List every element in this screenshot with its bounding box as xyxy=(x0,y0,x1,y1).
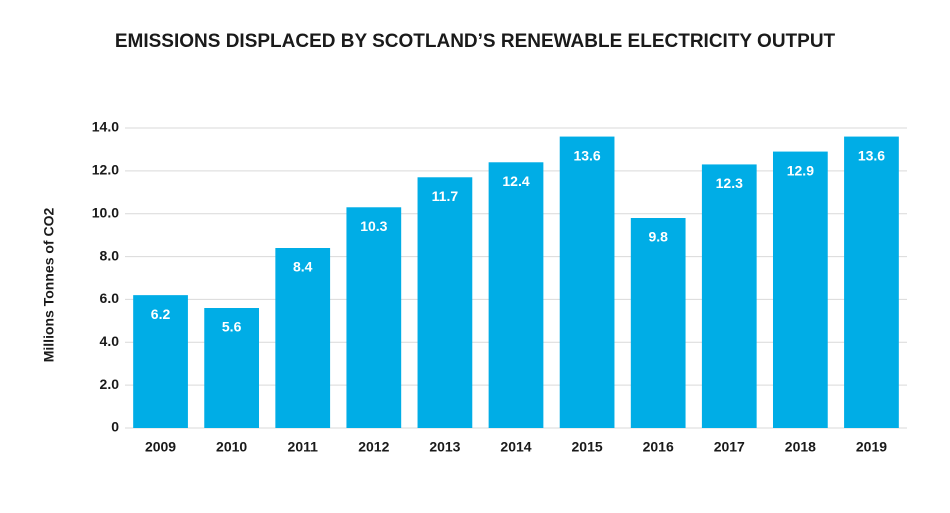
bar xyxy=(417,177,473,428)
value-label: 6.2 xyxy=(151,306,171,322)
x-tick-label: 2018 xyxy=(785,439,816,455)
bar xyxy=(488,162,544,429)
x-tick-label: 2009 xyxy=(145,439,176,455)
bar xyxy=(772,151,828,429)
x-tick-label: 2012 xyxy=(358,439,389,455)
value-label: 12.9 xyxy=(787,162,814,178)
y-tick-label: 8.0 xyxy=(100,247,120,263)
bar xyxy=(346,207,402,428)
y-tick-label: 14.0 xyxy=(92,119,119,135)
value-label: 5.6 xyxy=(222,319,242,335)
x-tick-label: 2010 xyxy=(216,439,247,455)
y-tick-label: 10.0 xyxy=(92,204,119,220)
x-tick-label: 2016 xyxy=(643,439,674,455)
bar xyxy=(204,308,260,428)
y-tick-label: 4.0 xyxy=(100,333,120,349)
x-tick-label: 2017 xyxy=(714,439,745,455)
value-label: 11.7 xyxy=(432,188,459,204)
y-tick-label: 2.0 xyxy=(100,376,120,392)
value-label: 12.4 xyxy=(502,173,529,189)
y-tick-label: 12.0 xyxy=(92,162,119,178)
x-tick-label: 2013 xyxy=(429,439,460,455)
bar xyxy=(844,136,899,429)
y-tick-label: 0 xyxy=(111,419,119,435)
value-label: 13.6 xyxy=(858,147,885,163)
value-label: 13.6 xyxy=(573,147,600,163)
bar xyxy=(275,248,331,428)
value-label: 9.8 xyxy=(648,229,668,245)
value-label: 12.3 xyxy=(716,175,743,191)
value-label: 10.3 xyxy=(360,218,387,234)
x-tick-label: 2014 xyxy=(500,439,531,455)
value-label: 8.4 xyxy=(293,259,313,275)
bar xyxy=(133,295,188,428)
bar xyxy=(559,136,615,429)
chart-title: EMISSIONS DISPLACED BY SCOTLAND’S RENEWA… xyxy=(115,31,836,52)
bar xyxy=(630,218,686,428)
x-tick-label: 2011 xyxy=(288,439,319,455)
bar xyxy=(701,164,757,428)
x-tick-label: 2015 xyxy=(572,439,603,455)
y-tick-label: 6.0 xyxy=(100,290,120,306)
y-axis-label: Millions Tonnes of CO2 xyxy=(41,208,57,363)
x-tick-label: 2019 xyxy=(856,439,887,455)
